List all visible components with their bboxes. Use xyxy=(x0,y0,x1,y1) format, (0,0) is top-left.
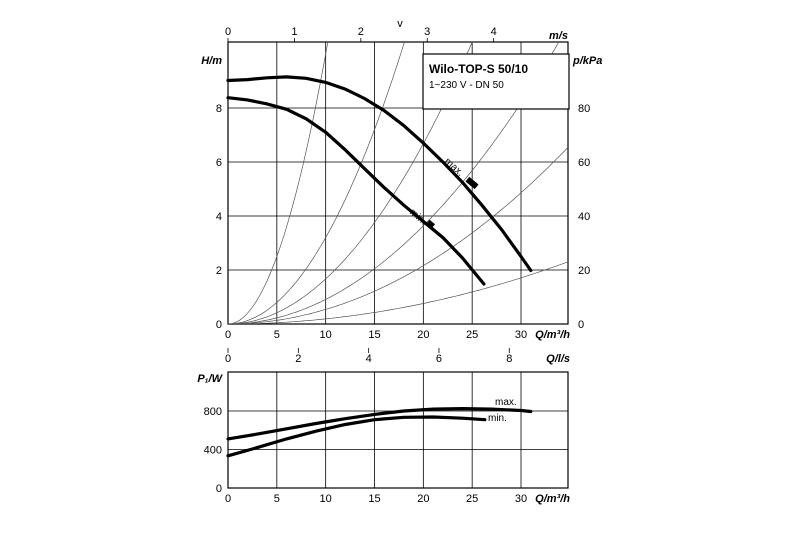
x-tick-label: 20 xyxy=(417,329,429,341)
top-tick-label: 2 xyxy=(358,26,364,38)
power-chart: 0 5 10 15 20 25 30 0 400 800 0 2 4 6 8 Q/l/s P₁/W Q/m³/h m… xyxy=(197,348,570,505)
y2-tick-label: 20 xyxy=(578,265,590,277)
system-curve xyxy=(228,146,568,324)
y-tick-label: 8 xyxy=(216,103,222,115)
y-tick-label: 0 xyxy=(216,319,222,331)
series-line-min xyxy=(226,96,486,286)
top-tick-label: 6 xyxy=(436,353,442,365)
y-tick-label: 800 xyxy=(204,406,222,418)
y-tick-label: 4 xyxy=(216,211,222,223)
top-axis-unit: Q/l/s xyxy=(546,353,570,365)
x-axis-label: Q/m³/h xyxy=(535,493,570,505)
y2-tick-label: 40 xyxy=(578,211,590,223)
x-tick-label: 5 xyxy=(274,493,280,505)
x-tick-label: 25 xyxy=(466,329,478,341)
series-line-max xyxy=(226,75,533,273)
top-axis-unit: m/s xyxy=(549,30,568,42)
y-tick-label: 400 xyxy=(204,445,222,457)
max-speed-marker xyxy=(465,176,479,190)
x-tick-label: 15 xyxy=(368,329,380,341)
chart-subtitle: 1~230 V - DN 50 xyxy=(429,80,504,91)
x-tick-label: 15 xyxy=(368,493,380,505)
y-tick-label: 2 xyxy=(216,265,222,277)
y-tick-label: 6 xyxy=(216,157,222,169)
x-tick-label: 30 xyxy=(515,329,527,341)
top-axis-label: v xyxy=(397,18,403,30)
power-plot-frame xyxy=(227,371,569,489)
x-tick-label: 10 xyxy=(320,493,332,505)
top-tick-label: 4 xyxy=(491,26,497,38)
series-label-max: max. xyxy=(495,397,517,408)
top-tick-label: 1 xyxy=(291,26,297,38)
system-curve xyxy=(228,261,568,324)
y2-tick-label: 80 xyxy=(578,103,590,115)
system-curve xyxy=(228,42,405,324)
x-tick-label: 0 xyxy=(225,493,231,505)
top-tick-label: 0 xyxy=(225,353,231,365)
x-tick-label: 5 xyxy=(274,329,280,341)
title-box: Wilo-TOP-S 50/10 1~230 V - DN 50 xyxy=(422,53,570,110)
x-tick-label: 30 xyxy=(515,493,527,505)
x-tick-label: 10 xyxy=(320,329,332,341)
system-curve xyxy=(228,42,560,324)
top-tick-label: 8 xyxy=(506,353,512,365)
x-axis-label: Q/m³/h xyxy=(535,329,570,341)
y2-axis-label: p/kPa xyxy=(572,55,602,67)
top-tick-label: 4 xyxy=(366,353,372,365)
head-plot-frame xyxy=(227,41,569,325)
system-curve xyxy=(228,42,329,324)
min-speed-marker xyxy=(425,219,435,229)
system-curve xyxy=(228,42,473,324)
series-line-max xyxy=(226,406,533,441)
top-tick-label: 0 xyxy=(225,26,231,38)
y-tick-label: 0 xyxy=(216,483,222,495)
series-label-min: min. xyxy=(488,413,507,424)
series-line-min xyxy=(226,415,487,458)
top-tick-label: 3 xyxy=(424,26,430,38)
y2-tick-label: 0 xyxy=(578,319,584,331)
y2-tick-label: 60 xyxy=(578,157,590,169)
y-axis-label: P₁/W xyxy=(197,373,223,385)
top-tick-label: 2 xyxy=(295,353,301,365)
y-axis-label: H/m xyxy=(201,55,222,67)
x-tick-label: 0 xyxy=(225,329,231,341)
x-tick-label: 20 xyxy=(417,493,429,505)
x-tick-label: 25 xyxy=(466,493,478,505)
chart-title: Wilo-TOP-S 50/10 xyxy=(429,62,528,76)
